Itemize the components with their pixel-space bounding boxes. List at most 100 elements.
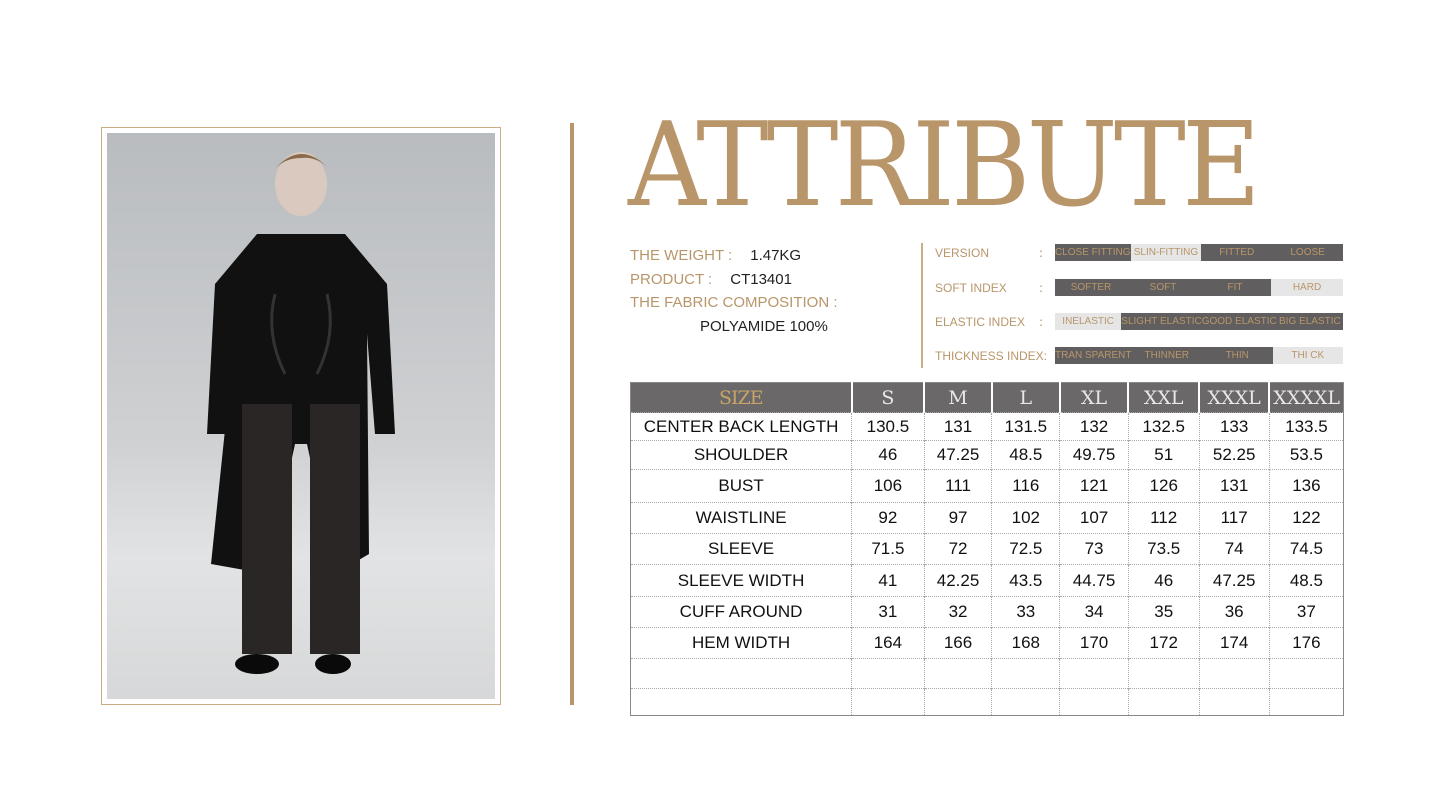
measurement-value: 176 bbox=[1268, 627, 1344, 659]
measurement-value: 164 bbox=[851, 627, 925, 659]
gold-divider bbox=[570, 123, 574, 705]
size-column-header: XXXL bbox=[1198, 382, 1270, 413]
measurement-value bbox=[991, 688, 1060, 716]
table-row: SLEEVE WIDTH 41 42.25 43.5 44.75 46 47.25 48.5 bbox=[630, 564, 1344, 597]
measurement-value: 52.25 bbox=[1198, 440, 1270, 470]
measurement-value: 37 bbox=[1268, 596, 1344, 628]
attribute-segment: SOFT bbox=[1127, 279, 1199, 296]
measurement-value: 122 bbox=[1268, 502, 1344, 534]
measurement-value: 43.5 bbox=[991, 564, 1060, 597]
measurement-value: 48.5 bbox=[991, 440, 1060, 470]
table-row: CENTER BACK LENGTH 130.5 131 131.5 132 132.5 1… bbox=[630, 412, 1344, 441]
measurement-value bbox=[991, 658, 1060, 689]
measurement-value: 112 bbox=[1127, 502, 1200, 534]
size-header: SIZE bbox=[630, 382, 852, 413]
measurement-label: SLEEVE bbox=[630, 533, 852, 565]
measurement-label: CUFF AROUND bbox=[630, 596, 852, 628]
attribute-segment: THIN bbox=[1202, 347, 1273, 364]
measurement-value: 51 bbox=[1127, 440, 1200, 470]
measurement-value: 116 bbox=[991, 469, 1060, 503]
measurement-value: 53.5 bbox=[1268, 440, 1344, 470]
measurement-value bbox=[923, 688, 992, 716]
measurement-label: SLEEVE WIDTH bbox=[630, 564, 852, 597]
measurement-value: 72 bbox=[923, 533, 992, 565]
product-value: CT13401 bbox=[730, 271, 792, 288]
page-title: ATTRIBUTE bbox=[628, 98, 1261, 233]
size-column-header: S bbox=[850, 382, 925, 413]
attribute-colon: : bbox=[1039, 280, 1044, 295]
measurement-value: 71.5 bbox=[851, 533, 925, 565]
table-row bbox=[630, 658, 1344, 689]
attribute-scale: INELASTIC SLIGHT ELASTIC GOOD ELASTIC BIG E… bbox=[1055, 313, 1344, 330]
table-row: CUFF AROUND 31 32 33 34 35 36 37 bbox=[630, 596, 1344, 628]
measurement-value: 35 bbox=[1127, 596, 1200, 628]
size-table-header: SIZE S M L XL XXL XXXL XXXXL bbox=[630, 382, 1344, 413]
measurement-value: 121 bbox=[1059, 469, 1129, 503]
measurement-value bbox=[1059, 688, 1129, 716]
attribute-segment: FITTED bbox=[1201, 244, 1273, 261]
weight-label: THE WEIGHT : bbox=[630, 247, 733, 264]
table-row: BUST 106 111 116 121 126 131 136 bbox=[630, 469, 1344, 503]
measurement-label: BUST bbox=[630, 469, 852, 503]
measurement-value: 107 bbox=[1059, 502, 1129, 534]
measurement-value: 132.5 bbox=[1127, 412, 1200, 441]
measurement-value: 172 bbox=[1127, 627, 1200, 659]
measurement-value: 46 bbox=[1127, 564, 1200, 597]
attribute-segment: THINNER bbox=[1131, 347, 1202, 364]
measurement-value: 31 bbox=[851, 596, 925, 628]
measurement-value: 111 bbox=[923, 469, 992, 503]
measurement-value: 32 bbox=[923, 596, 992, 628]
weight-info: THE WEIGHT : 1.47KG bbox=[630, 247, 801, 264]
measurement-value: 34 bbox=[1059, 596, 1129, 628]
attribute-scale: CLOSE FITTING SLIN-FITTING FITTED LOOSE bbox=[1055, 244, 1343, 261]
measurement-value: 42.25 bbox=[923, 564, 992, 597]
measurement-value: 133.5 bbox=[1268, 412, 1344, 441]
model-in-black-coat-image bbox=[207, 152, 395, 674]
measurement-value: 44.75 bbox=[1059, 564, 1129, 597]
size-column-header: XXL bbox=[1127, 382, 1200, 413]
table-row: WAISTLINE 92 97 102 107 112 117 122 bbox=[630, 502, 1344, 534]
size-column-header: XXXXL bbox=[1268, 382, 1344, 413]
attribute-row: VERSION: CLOSE FITTING SLIN-FITTING FITTED L… bbox=[935, 244, 1345, 261]
measurement-value: 36 bbox=[1198, 596, 1270, 628]
measurement-value: 33 bbox=[991, 596, 1060, 628]
measurement-value bbox=[851, 688, 925, 716]
attribute-segment: INELASTIC bbox=[1055, 313, 1122, 330]
size-table: SIZE S M L XL XXL XXXL XXXXL CENTER BACK LENGTH… bbox=[630, 382, 1344, 716]
attribute-label: THICKNESS INDEX: bbox=[935, 348, 1048, 363]
measurement-value: 72.5 bbox=[991, 533, 1060, 565]
measurement-label bbox=[630, 658, 852, 689]
attribute-scale: TRAN SPARENT THINNER THIN THI CK bbox=[1055, 347, 1343, 364]
attribute-segment: SOFTER bbox=[1055, 279, 1127, 296]
measurement-value: 48.5 bbox=[1268, 564, 1344, 597]
attribute-segment: GOOD ELASTIC bbox=[1201, 313, 1277, 330]
attribute-segment: HARD bbox=[1271, 279, 1343, 296]
measurement-value bbox=[1268, 658, 1344, 689]
measurement-value: 49.75 bbox=[1059, 440, 1129, 470]
measurement-value: 131.5 bbox=[991, 412, 1060, 441]
measurement-value: 174 bbox=[1198, 627, 1270, 659]
measurement-value: 97 bbox=[923, 502, 992, 534]
measurement-value bbox=[851, 658, 925, 689]
attribute-label: SOFT INDEX bbox=[935, 280, 1007, 295]
attribute-segment: THI CK bbox=[1272, 347, 1343, 364]
measurement-value: 47.25 bbox=[1198, 564, 1270, 597]
attribute-scale: SOFTER SOFT FIT HARD bbox=[1055, 279, 1343, 296]
weight-value: 1.47KG bbox=[750, 247, 802, 264]
attribute-segment: FIT bbox=[1199, 279, 1271, 296]
measurement-value bbox=[1198, 688, 1270, 716]
measurement-value bbox=[1059, 658, 1129, 689]
measurement-value bbox=[1127, 658, 1200, 689]
measurement-value bbox=[1268, 688, 1344, 716]
size-column-header: XL bbox=[1058, 382, 1129, 413]
attribute-label: VERSION bbox=[935, 245, 990, 260]
product-photo-frame bbox=[101, 127, 501, 705]
attribute-segment: SLIGHT ELASTIC bbox=[1121, 313, 1202, 330]
measurement-label: HEM WIDTH bbox=[630, 627, 852, 659]
measurement-value: 106 bbox=[851, 469, 925, 503]
measurement-label: SHOULDER bbox=[630, 440, 852, 470]
attribute-colon: : bbox=[1039, 314, 1044, 329]
table-row: HEM WIDTH 164 166 168 170 172 174 176 bbox=[630, 627, 1344, 659]
attribute-row: SOFT INDEX: SOFTER SOFT FIT HARD bbox=[935, 279, 1345, 296]
